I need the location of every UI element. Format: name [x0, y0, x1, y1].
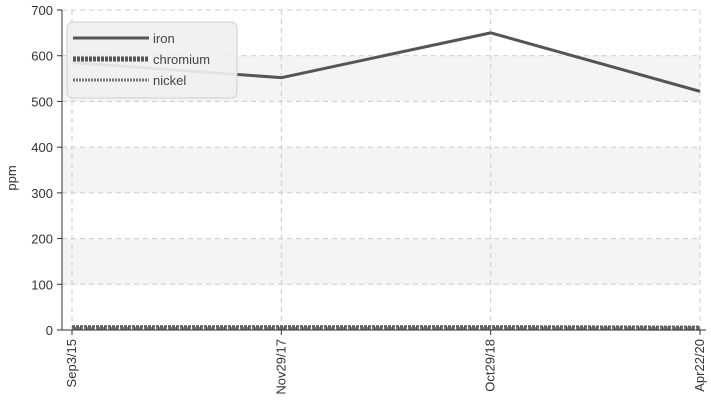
y-tick-label: 100: [31, 277, 53, 292]
y-tick-label: 700: [31, 3, 53, 18]
y-tick-label: 200: [31, 232, 53, 247]
plot-band: [62, 238, 700, 285]
y-tick-label: 500: [31, 94, 53, 109]
x-tick-label: Oct29/18: [483, 339, 498, 392]
y-tick-label: 600: [31, 49, 53, 64]
x-tick-label: Sep3/15: [64, 339, 79, 387]
x-tick-label: Apr22/20: [692, 339, 707, 392]
y-tick-label: 0: [46, 323, 53, 338]
legend-box: [66, 21, 238, 99]
y-tick-label: 300: [31, 186, 53, 201]
legend-label-chromium: chromium: [153, 52, 210, 67]
legend-label-nickel: nickel: [153, 73, 186, 88]
plot-band: [62, 147, 700, 193]
y-tick-label: 400: [31, 140, 53, 155]
y-axis-title: ppm: [4, 165, 19, 190]
x-tick-label: Nov29/17: [273, 339, 288, 395]
legend-label-iron: iron: [153, 31, 175, 46]
